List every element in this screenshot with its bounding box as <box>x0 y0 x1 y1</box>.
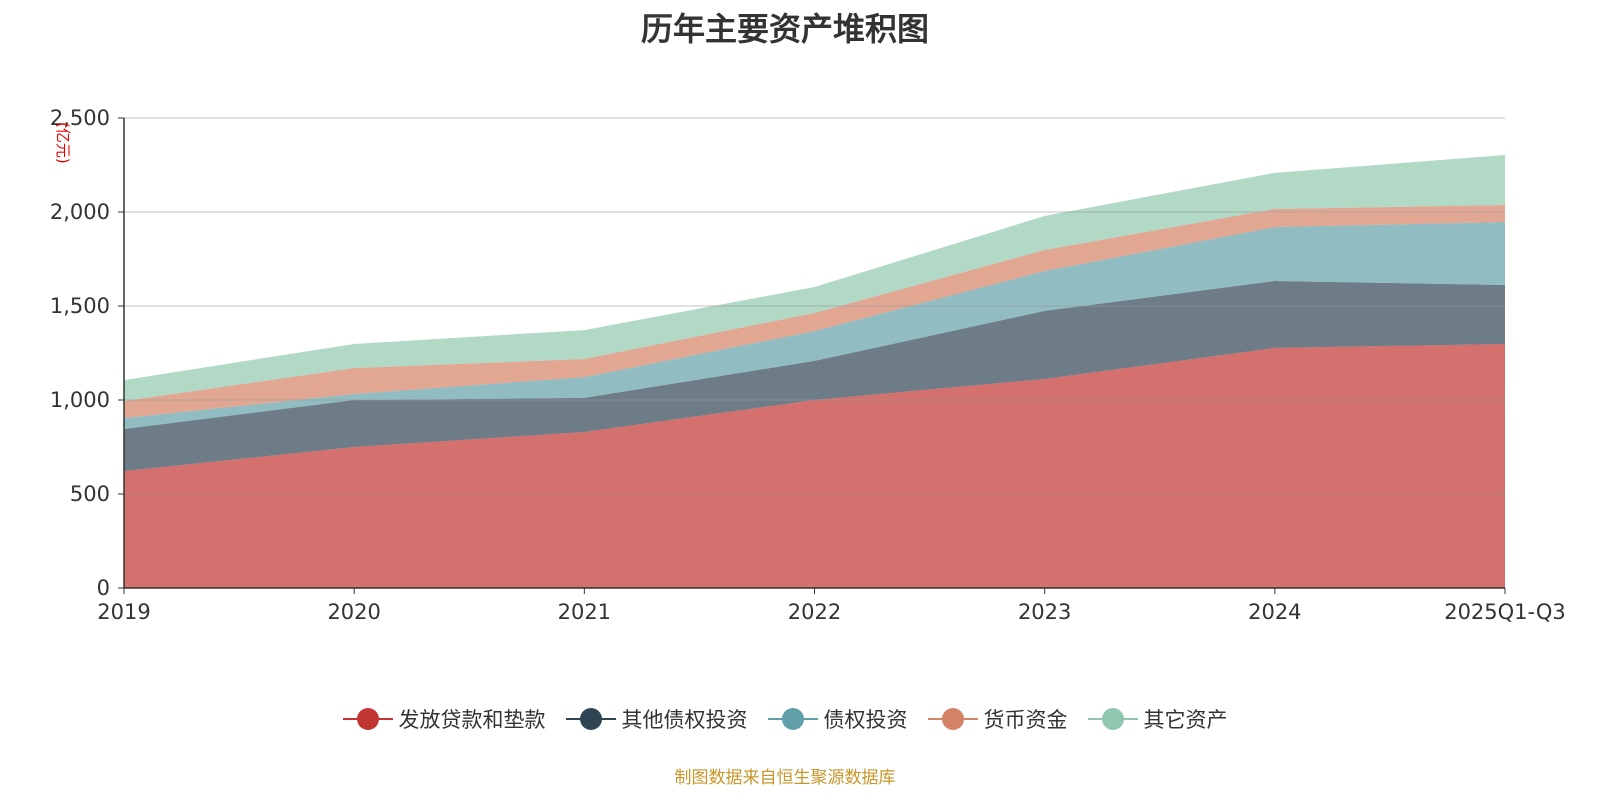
area-series-1 <box>124 280 1505 472</box>
y-tick-label: 0 <box>97 576 110 600</box>
legend-label: 货币资金 <box>983 708 1068 732</box>
x-tick-label: 2020 <box>327 600 380 624</box>
y-tick-label: 2,500 <box>50 106 110 130</box>
x-tick-label: 2024 <box>1248 600 1301 624</box>
source-note: 制图数据来自恒生聚源数据库 <box>674 768 896 788</box>
x-tick-label: 2025Q1-Q3 <box>1444 600 1566 624</box>
x-tick-label: 2023 <box>1018 600 1071 624</box>
y-tick-label: 2,000 <box>50 200 110 224</box>
y-axis-label: (亿元) <box>54 122 72 164</box>
legend-marker-icon <box>767 704 818 734</box>
chart-title: 历年主要资产堆积图 <box>640 10 929 48</box>
legend-item[interactable]: 发放贷款和垫款 <box>342 704 546 734</box>
x-tick-label: 2022 <box>788 600 841 624</box>
legend-label: 债权投资 <box>823 708 908 732</box>
x-tick-label: 2019 <box>97 600 150 624</box>
legend-label: 其它资产 <box>1143 708 1228 732</box>
y-tick-label: 1,000 <box>50 388 110 412</box>
x-tick-label: 2021 <box>558 600 611 624</box>
legend-marker-icon <box>1087 704 1138 734</box>
y-tick-label: 500 <box>70 482 110 506</box>
legend-item[interactable]: 债权投资 <box>767 704 908 734</box>
legend-marker-icon <box>927 704 978 734</box>
legend-marker-icon <box>342 704 393 734</box>
legend-label: 其他债权投资 <box>621 708 748 732</box>
area-series-3 <box>124 205 1505 419</box>
area-series-0 <box>124 343 1505 588</box>
legend: 发放贷款和垫款 其他债权投资 债权投资 货币资金 其它资产 <box>0 704 1570 734</box>
legend-item[interactable]: 其它资产 <box>1087 704 1228 734</box>
stacked-area-chart: 0 500 1,000 1,500 2,000 2,500 2019 2020 2021 2022… <box>50 106 1566 624</box>
area-series-4 <box>124 155 1505 401</box>
legend-label: 发放贷款和垫款 <box>398 708 546 732</box>
legend-item[interactable]: 货币资金 <box>927 704 1068 734</box>
legend-item[interactable]: 其他债权投资 <box>565 704 748 734</box>
legend-marker-icon <box>565 704 616 734</box>
area-series-2 <box>124 221 1505 429</box>
y-tick-label: 1,500 <box>50 294 110 318</box>
